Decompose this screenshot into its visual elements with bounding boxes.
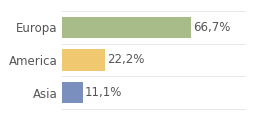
Text: 66,7%: 66,7% — [193, 21, 231, 34]
Bar — [62, 17, 191, 38]
Bar — [62, 82, 83, 103]
Text: 22,2%: 22,2% — [107, 54, 144, 66]
Bar — [62, 49, 105, 71]
Text: 11,1%: 11,1% — [85, 86, 123, 99]
